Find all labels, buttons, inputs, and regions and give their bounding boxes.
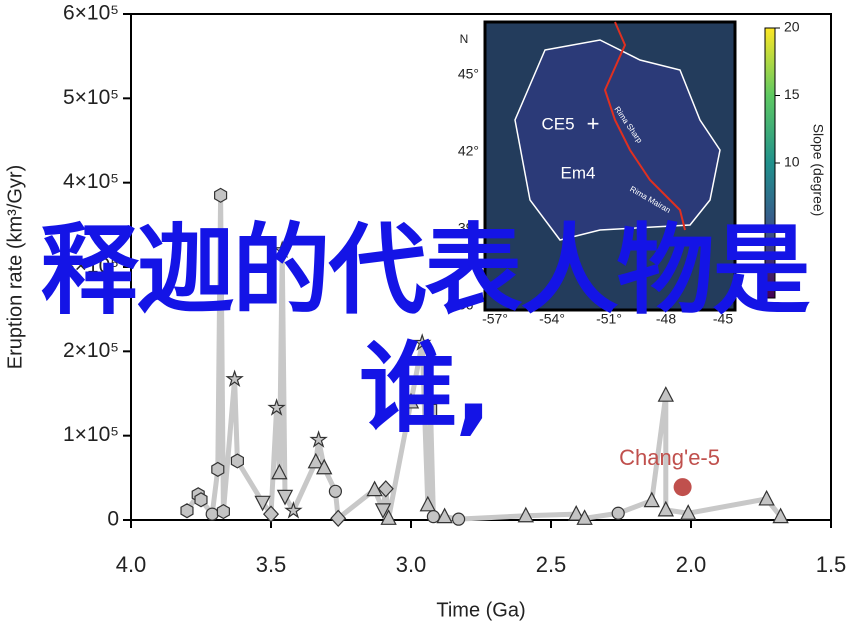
- data-point: [328, 484, 342, 498]
- lon-label: -48: [656, 311, 676, 327]
- data-point: [205, 507, 219, 521]
- site-label: CE5: [541, 114, 574, 133]
- lon-label: -51°: [596, 311, 622, 327]
- mare-outline: [514, 39, 721, 241]
- data-point: [452, 512, 466, 526]
- colorbar-tick-label: 10: [784, 154, 800, 170]
- lat-label: 36°: [458, 297, 479, 313]
- data-point: [316, 458, 333, 475]
- x-axis-label: Time (Ga): [436, 599, 525, 621]
- lat-label: 45°: [458, 66, 479, 82]
- data-point: [436, 507, 453, 524]
- y-tick-label: 1×10⁵: [63, 423, 119, 446]
- data-point: [377, 480, 394, 498]
- data-point: [276, 489, 294, 506]
- lat-label: 42°: [458, 143, 479, 159]
- data-point: [211, 461, 225, 477]
- data-point: [402, 392, 420, 409]
- y-axis-label: Eruption rate (km³/Gyr): [4, 165, 26, 369]
- data-point: [412, 333, 432, 351]
- data-point: [374, 503, 392, 519]
- x-tick-label: 2.5: [536, 552, 567, 577]
- data-point: [657, 500, 674, 517]
- data-point: [271, 463, 288, 480]
- data-point: [309, 430, 328, 448]
- data-point: [611, 506, 625, 520]
- data-point: [194, 492, 208, 508]
- data-point: [380, 509, 397, 525]
- inset-map: + N45°42°39°36°-57° -54° -51° -48 -45CE5Em4R…: [458, 19, 826, 327]
- data-point: [307, 452, 324, 469]
- data-point: [643, 491, 660, 508]
- x-tick-label: 1.5: [816, 552, 847, 577]
- y-tick-label: 6×10⁵: [63, 2, 119, 25]
- site-marker: +: [587, 111, 600, 136]
- data-point: [262, 505, 280, 523]
- data-point: [568, 504, 585, 521]
- colorbar-tick-label: 5: [784, 221, 792, 237]
- data-point: [214, 187, 228, 203]
- y-tick-label: 3×10⁵: [63, 255, 119, 278]
- x-tick-label: 4.0: [116, 552, 147, 577]
- lon-label: -45: [713, 311, 733, 327]
- x-tick-label: 3.0: [396, 552, 427, 577]
- colorbar-tick-label: 15: [784, 86, 800, 102]
- rille-path: [603, 21, 686, 231]
- data-point: [254, 495, 271, 512]
- data-point: [230, 453, 244, 469]
- data-point: [216, 503, 230, 520]
- y-tick-label: 4×10⁵: [63, 170, 119, 193]
- data-point: [517, 506, 534, 523]
- highlight-point: [673, 478, 692, 497]
- y-tick-label: 2×10⁵: [63, 339, 119, 362]
- data-point: [180, 503, 194, 519]
- colorbar-label: Slope (degree): [810, 124, 826, 217]
- lon-label: -54°: [539, 311, 565, 327]
- data-point: [758, 489, 775, 506]
- data-point: [680, 504, 697, 520]
- data-point: [267, 398, 286, 416]
- y-tick-label: 0: [107, 508, 119, 531]
- data-point: [772, 507, 789, 524]
- data-point: [426, 510, 440, 524]
- data-point: [284, 500, 303, 519]
- data-point: [419, 495, 436, 512]
- north-label: N: [460, 32, 469, 46]
- x-tick-label: 2.0: [676, 552, 707, 577]
- x-tick-label: 3.5: [256, 552, 287, 577]
- data-point: [225, 369, 244, 388]
- data-point: [272, 240, 292, 259]
- colorbar-tick-label: 20: [784, 19, 800, 35]
- data-point: [424, 403, 438, 417]
- y-tick-label: 5×10⁵: [63, 86, 119, 109]
- data-point: [330, 509, 347, 527]
- overlay-text: 释迦的代表人物是谁,: [40, 214, 810, 446]
- highlight-label: Chang'e-5: [619, 445, 720, 470]
- data-point: [657, 386, 674, 402]
- data-point: [576, 509, 593, 525]
- lon-label: -57°: [482, 311, 508, 327]
- site-label: Em4: [561, 163, 596, 182]
- lat-label: 39°: [458, 220, 479, 236]
- series-line: [184, 192, 783, 522]
